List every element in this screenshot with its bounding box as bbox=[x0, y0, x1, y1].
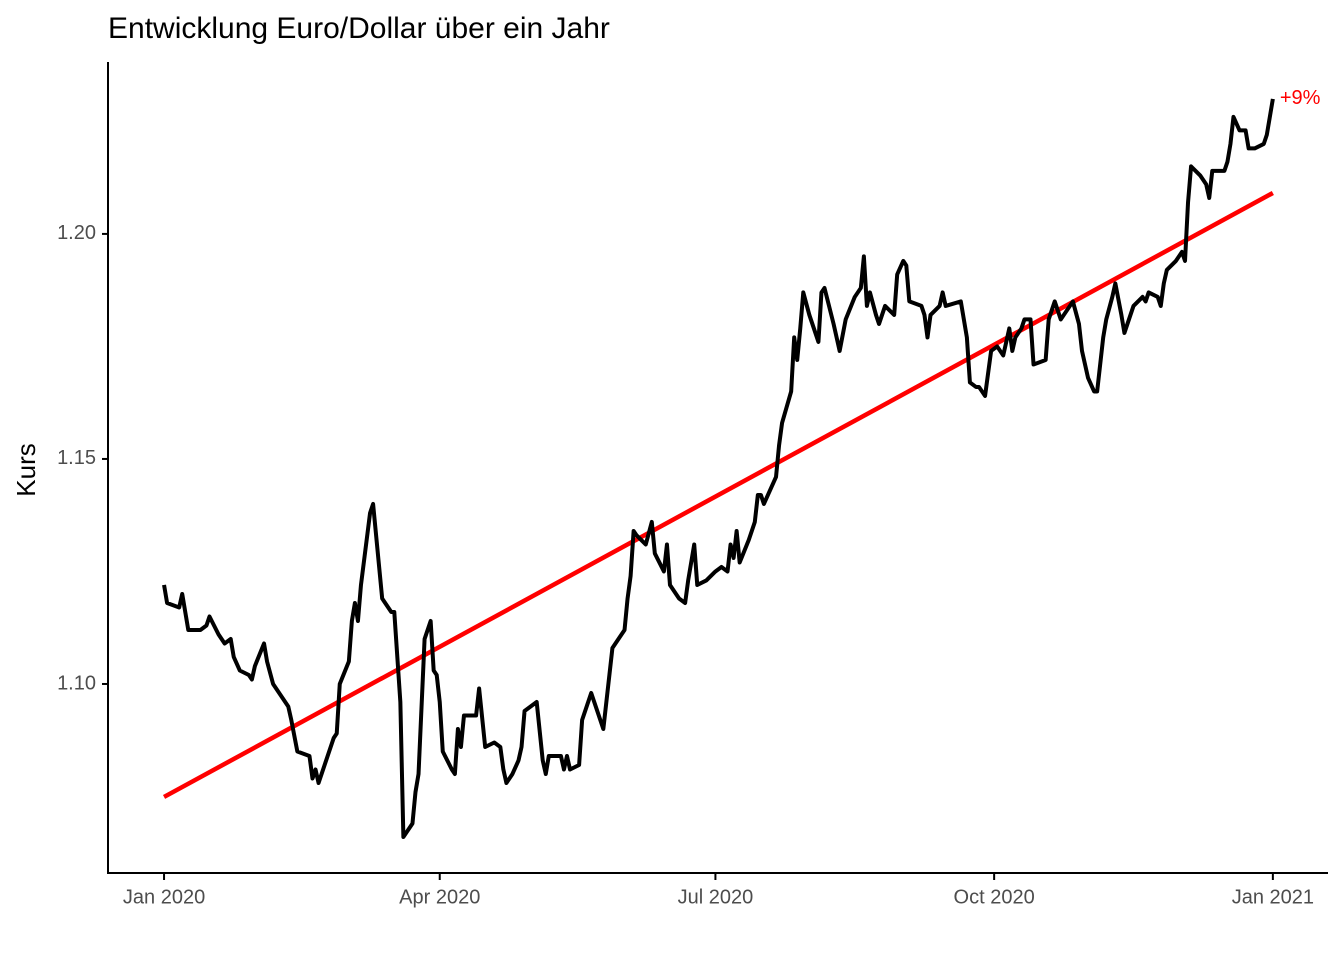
y-tick-label: 1.20 bbox=[57, 222, 96, 244]
annotation: +9% bbox=[1280, 87, 1321, 109]
y-tick-label: 1.15 bbox=[57, 447, 96, 469]
x-tick-label: Jul 2020 bbox=[678, 886, 754, 908]
chart-title: Entwicklung Euro/Dollar über ein Jahr bbox=[108, 12, 610, 45]
line-series bbox=[162, 190, 1274, 799]
y-tick-label: 1.10 bbox=[57, 672, 96, 694]
y-axis-label: Kurs bbox=[11, 443, 41, 496]
x-tick-label: Oct 2020 bbox=[954, 886, 1035, 908]
line-series bbox=[162, 98, 1275, 839]
x-tick-label: Jan 2021 bbox=[1232, 886, 1314, 908]
x-tick-label: Apr 2020 bbox=[399, 886, 480, 908]
x-tick-label: Jan 2020 bbox=[123, 886, 205, 908]
